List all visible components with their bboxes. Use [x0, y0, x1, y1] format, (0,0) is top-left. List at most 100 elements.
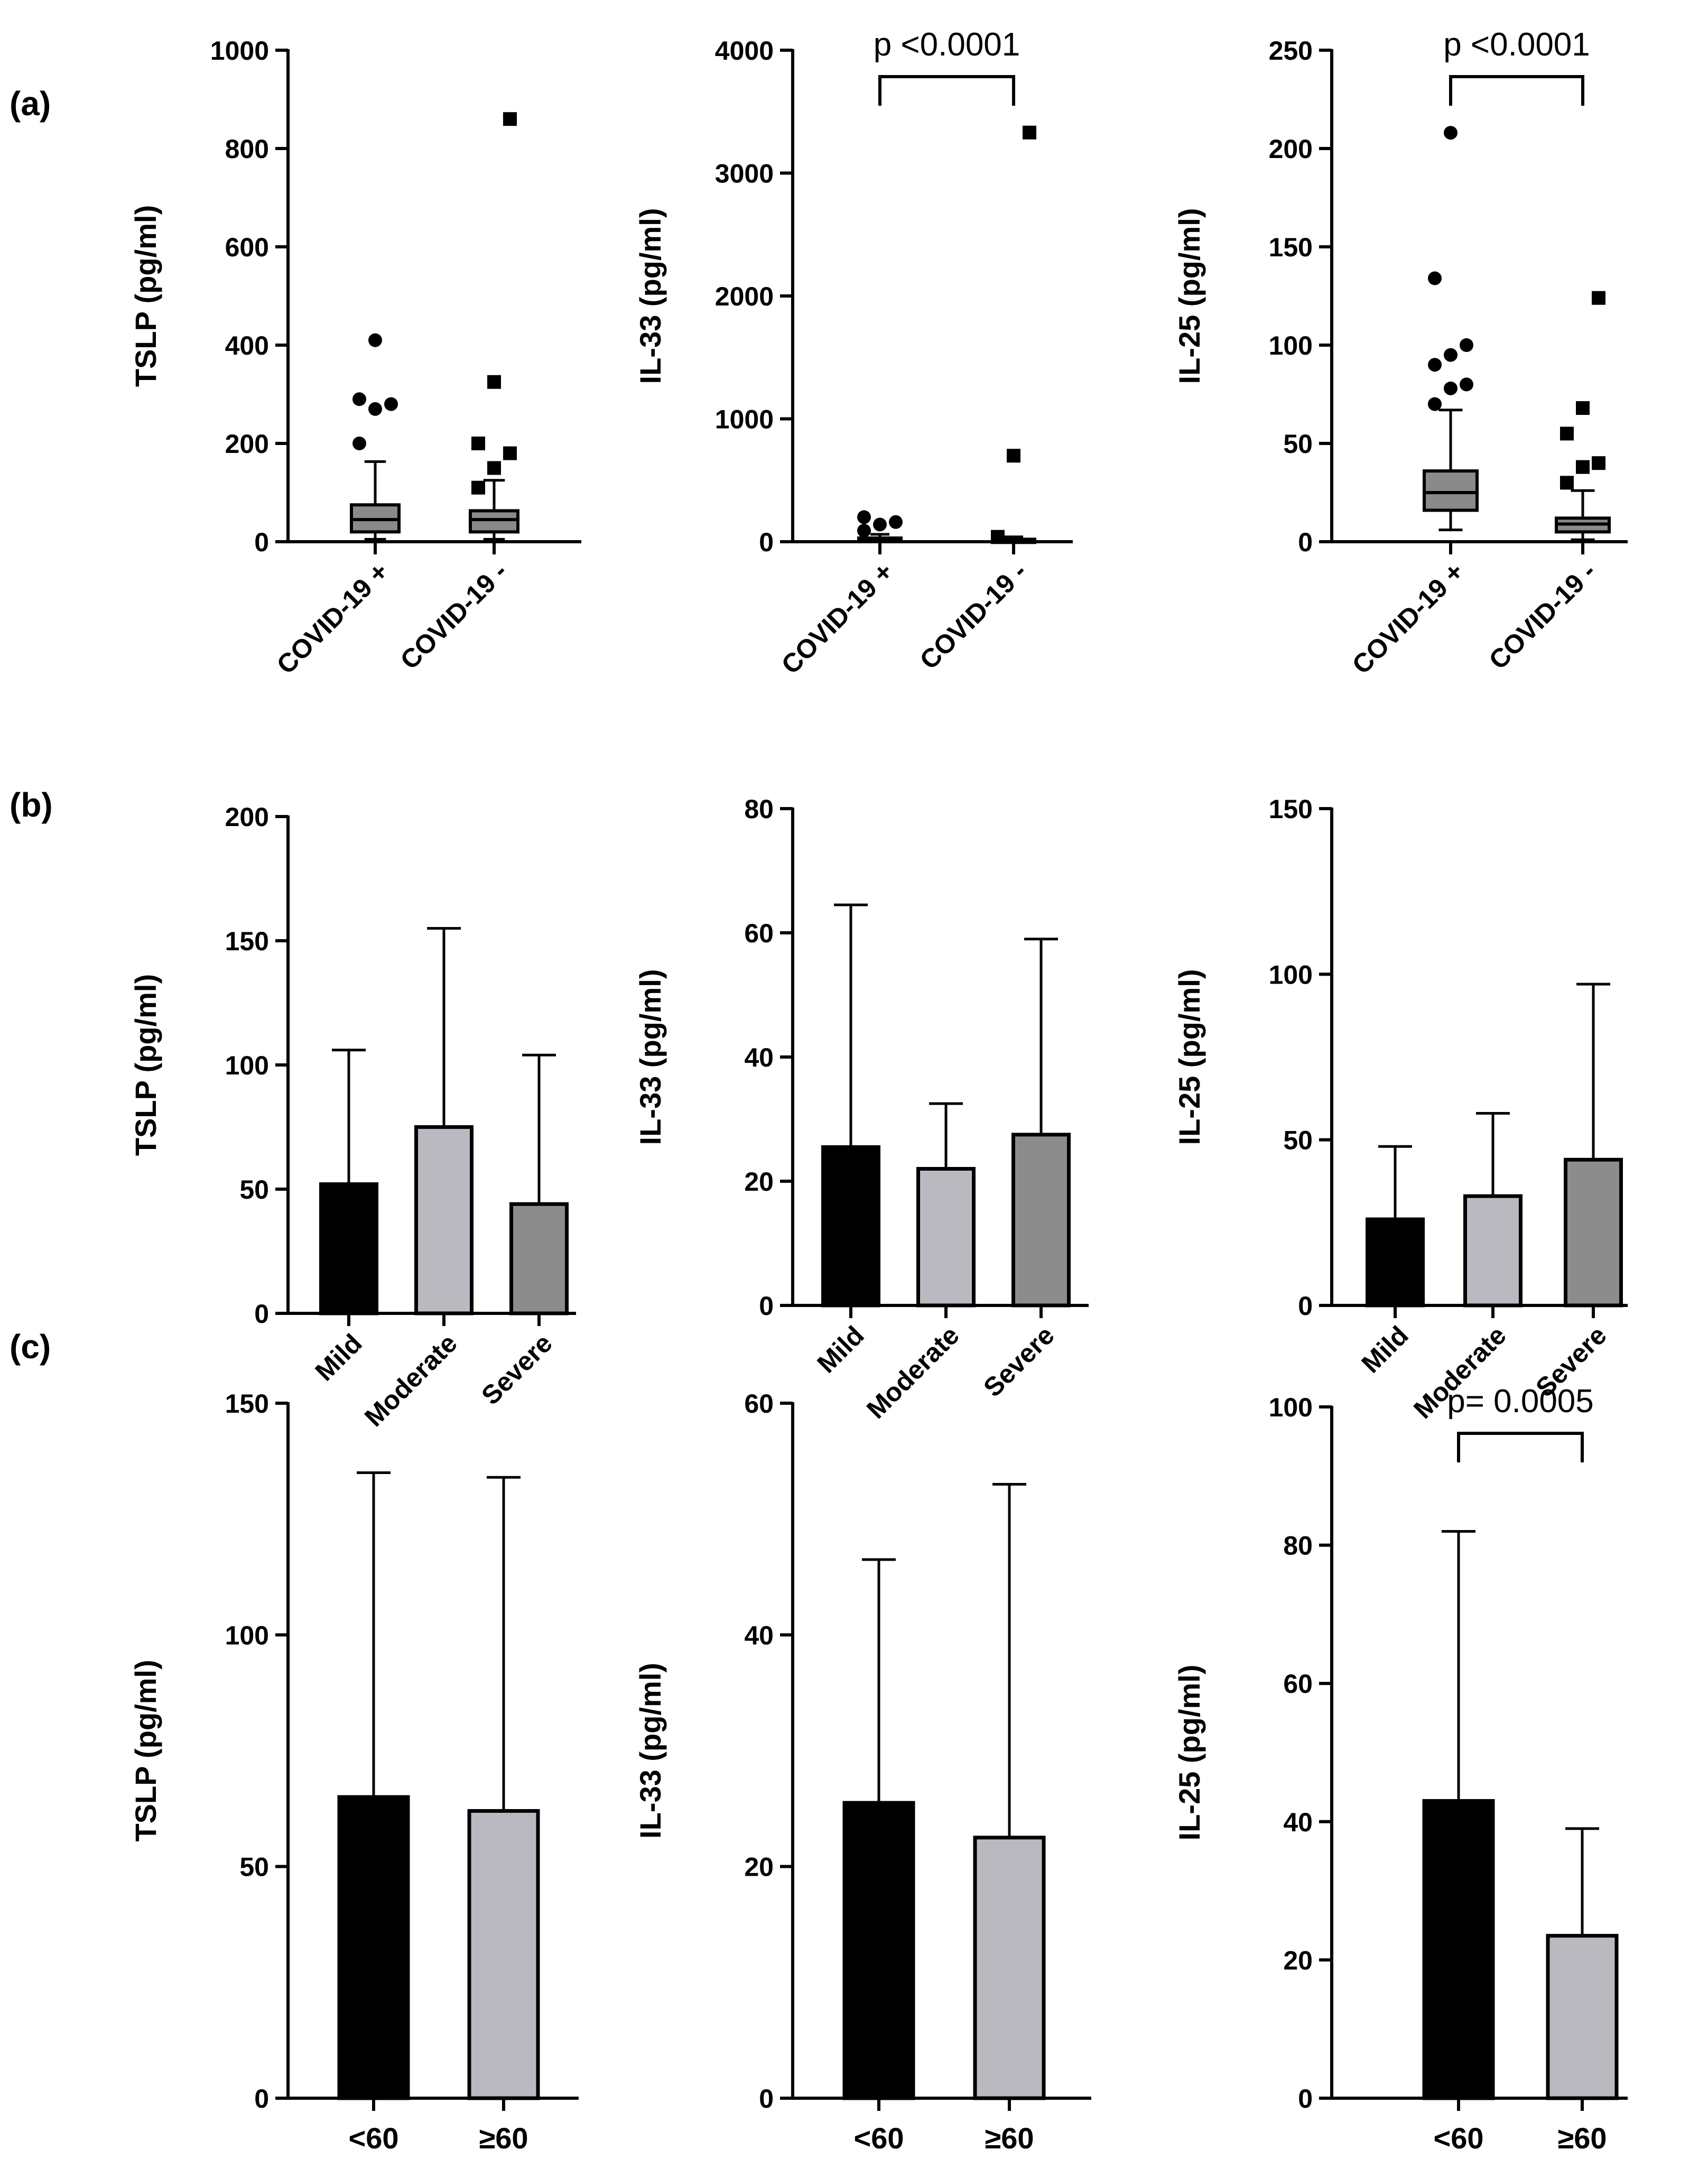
outlier-point	[1007, 449, 1020, 463]
x-tick-label: COVID-19 -	[395, 557, 513, 675]
y-tick-label: 50	[1283, 1126, 1313, 1155]
y-tick-label: 600	[225, 233, 269, 262]
p-value-label: p <0.0001	[1443, 26, 1590, 63]
x-tick-label: Mild	[811, 1320, 869, 1378]
chart-c3: 0 20 40 60 80 100 IL-25 (pg/ml) <60 ≥60 p= 0.0005	[1173, 1383, 1628, 2155]
y-tick-label: 40	[1283, 1808, 1313, 1837]
x-tick-label: COVID-19 -	[914, 557, 1033, 675]
outlier-point	[1560, 476, 1574, 490]
chart-c1: 0 50 100 150 TSLP (pg/ml) <60 ≥60	[129, 1389, 579, 2155]
y-tick-label: 0	[1298, 2084, 1313, 2114]
bar	[1422, 1799, 1495, 2100]
outlier-point	[352, 392, 366, 406]
y-tick-label: 4000	[715, 36, 774, 66]
outlier-point	[1428, 271, 1442, 285]
y-tick-label: 100	[1269, 331, 1313, 360]
panel-letter-b: (b)	[10, 786, 53, 824]
y-axis-title: IL-25 (pg/ml)	[1173, 969, 1206, 1145]
outlier-point	[1592, 291, 1605, 305]
y-tick-label: 50	[239, 1852, 269, 1882]
x-tick-label: ≥60	[985, 2121, 1034, 2155]
y-tick-label: 200	[1269, 134, 1313, 164]
outlier-point	[1576, 460, 1590, 474]
outlier-point	[889, 515, 903, 529]
y-tick-label: 0	[1298, 1291, 1313, 1321]
x-tick-label: Mild	[1356, 1320, 1414, 1378]
y-tick-label: 150	[225, 1389, 269, 1419]
x-tick-label: <60	[854, 2121, 904, 2155]
p-value-label: p <0.0001	[874, 26, 1020, 63]
y-tick-label: 80	[1283, 1531, 1313, 1561]
outlier-point	[857, 524, 871, 538]
outlier-point	[487, 461, 501, 475]
x-tick-label: Moderate	[861, 1320, 965, 1424]
chart-a3: 0 50 100 150 200 250 IL-25 (pg/ml) COVID-19 + CO…	[1173, 26, 1628, 680]
outlier-point	[1444, 348, 1458, 362]
chart-c2: 0 20 40 60 IL-33 (pg/ml) <60 ≥60	[634, 1389, 1091, 2155]
y-tick-label: 400	[225, 331, 269, 360]
outlier-point	[368, 402, 382, 416]
y-axis-title: IL-33 (pg/ml)	[634, 969, 667, 1145]
y-tick-label: 0	[759, 1291, 774, 1321]
panel-letter-a: (a)	[10, 85, 51, 123]
y-tick-label: 50	[1283, 429, 1313, 459]
x-tick-label: Severe	[978, 1320, 1060, 1403]
bar	[821, 1145, 880, 1308]
outlier-point	[991, 530, 1005, 544]
y-tick-label: 0	[254, 1299, 269, 1329]
x-tick-label: Severe	[476, 1328, 558, 1411]
y-tick-label: 20	[744, 1167, 774, 1197]
y-axis-title: IL-33 (pg/ml)	[634, 208, 667, 384]
bar	[319, 1182, 378, 1315]
y-tick-label: 250	[1269, 36, 1313, 66]
y-tick-label: 0	[1298, 527, 1313, 557]
y-tick-label: 200	[225, 429, 269, 459]
x-tick-label: COVID-19 +	[776, 557, 899, 680]
y-tick-label: 200	[225, 802, 269, 832]
outlier-point	[1460, 377, 1473, 392]
y-axis-title: TSLP (pg/ml)	[129, 1660, 162, 1841]
y-axis-title: IL-25 (pg/ml)	[1173, 1665, 1206, 1841]
x-tick-label: COVID-19 +	[1347, 557, 1470, 680]
outlier-point	[1428, 358, 1442, 372]
y-tick-label: 20	[1283, 1945, 1313, 1975]
y-tick-label: 60	[1283, 1669, 1313, 1699]
outlier-point	[1592, 456, 1605, 470]
outlier-point	[471, 437, 485, 450]
p-value-label: p= 0.0005	[1447, 1383, 1594, 1420]
y-tick-label: 150	[1269, 794, 1313, 824]
bar	[973, 1836, 1046, 2100]
y-tick-label: 800	[225, 134, 269, 164]
chart-a2: 0 1000 2000 3000 4000 IL-33 (pg/ml) COVID-19 +…	[634, 26, 1073, 680]
y-tick-label: 40	[744, 1620, 774, 1650]
bar	[467, 1809, 540, 2100]
y-axis-title: TSLP (pg/ml)	[129, 974, 162, 1156]
panel-letter-c: (c)	[10, 1328, 51, 1366]
outlier-point	[503, 112, 517, 126]
outlier-point	[487, 375, 501, 389]
x-tick-label: Moderate	[359, 1328, 463, 1432]
y-tick-label: 0	[254, 527, 269, 557]
bar	[842, 1801, 915, 2100]
box	[469, 509, 519, 534]
y-tick-label: 150	[1269, 233, 1313, 262]
x-tick-label: <60	[349, 2121, 399, 2155]
y-tick-label: 100	[225, 1620, 269, 1650]
outlier-point	[1444, 381, 1458, 395]
outlier-point	[1576, 401, 1590, 415]
outlier-point	[1560, 427, 1574, 441]
y-tick-label: 2000	[715, 282, 774, 311]
significance-bracket	[1457, 1432, 1584, 1462]
bar	[1011, 1133, 1071, 1308]
y-tick-label: 60	[744, 1389, 774, 1419]
outlier-point	[352, 437, 366, 450]
y-axis-title: TSLP (pg/ml)	[129, 205, 162, 387]
x-tick-label: COVID-19 -	[1483, 557, 1602, 675]
y-tick-label: 1000	[210, 36, 269, 66]
outlier-point	[1444, 126, 1458, 140]
y-tick-label: 20	[744, 1852, 774, 1882]
y-tick-label: 150	[225, 926, 269, 956]
